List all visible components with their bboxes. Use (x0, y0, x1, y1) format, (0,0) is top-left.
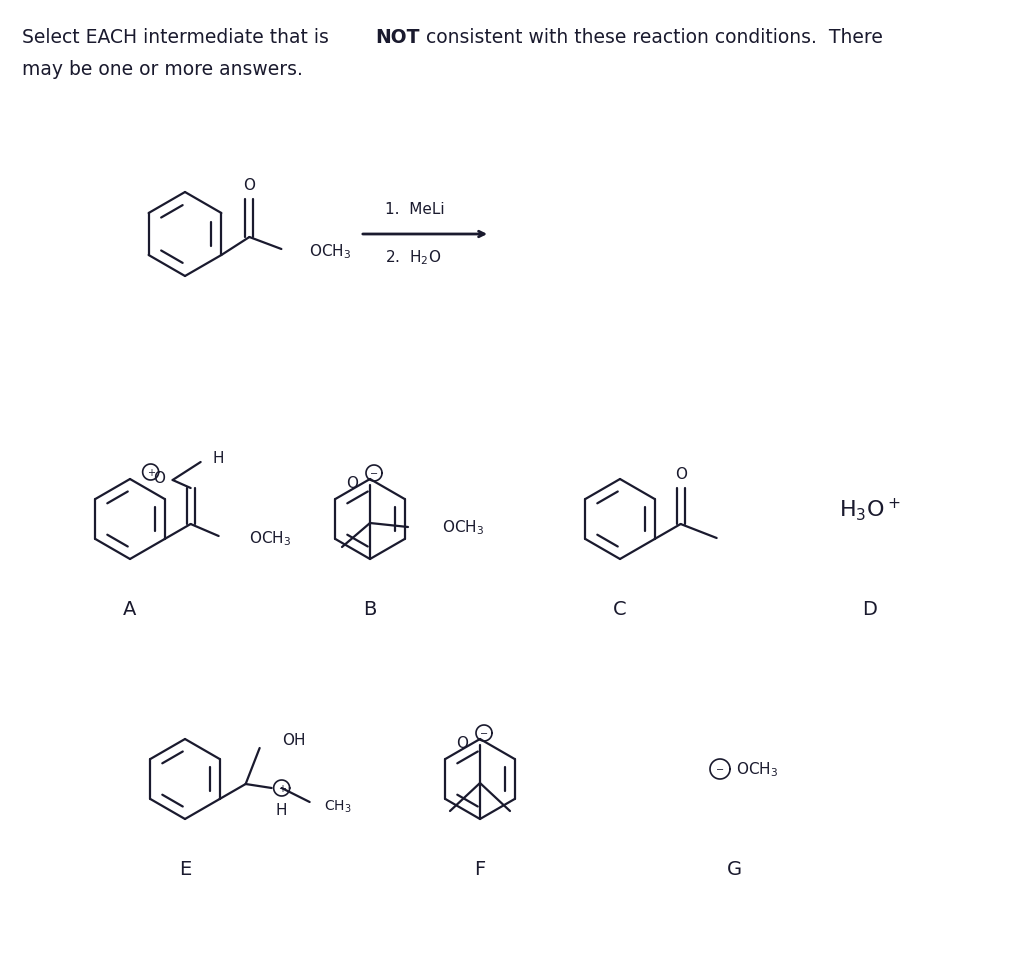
Text: may be one or more answers.: may be one or more answers. (22, 60, 303, 79)
Text: Select EACH intermediate that is: Select EACH intermediate that is (22, 28, 335, 47)
Text: −: − (716, 764, 724, 775)
Text: F: F (474, 859, 485, 878)
Text: +: + (278, 783, 286, 793)
Text: D: D (862, 600, 878, 619)
Text: E: E (179, 859, 191, 878)
Text: OH: OH (282, 732, 305, 748)
Text: OCH$_3$: OCH$_3$ (736, 760, 778, 778)
Text: H: H (275, 802, 288, 818)
Text: O: O (153, 471, 165, 486)
Text: B: B (364, 600, 377, 619)
Text: OCH$_3$: OCH$_3$ (249, 530, 291, 548)
Text: O: O (675, 467, 687, 482)
Text: NOT: NOT (375, 28, 420, 47)
Text: −: − (370, 469, 378, 479)
Text: O: O (244, 179, 255, 193)
Text: −: − (480, 728, 488, 738)
Text: CH$_3$: CH$_3$ (324, 798, 351, 814)
Text: consistent with these reaction conditions.  There: consistent with these reaction condition… (420, 28, 883, 47)
Text: G: G (726, 859, 741, 878)
Text: O: O (456, 736, 468, 751)
Text: H: H (213, 451, 224, 466)
Text: +: + (146, 467, 155, 478)
Text: A: A (123, 600, 136, 619)
Text: OCH$_3$: OCH$_3$ (309, 242, 351, 261)
Text: OCH$_3$: OCH$_3$ (442, 518, 484, 537)
Text: H$_3$O$^+$: H$_3$O$^+$ (840, 496, 901, 523)
Text: 2.  H$_2$O: 2. H$_2$O (385, 248, 441, 267)
Text: O: O (346, 476, 358, 491)
Text: 1.  MeLi: 1. MeLi (385, 202, 444, 217)
Text: C: C (613, 600, 627, 619)
